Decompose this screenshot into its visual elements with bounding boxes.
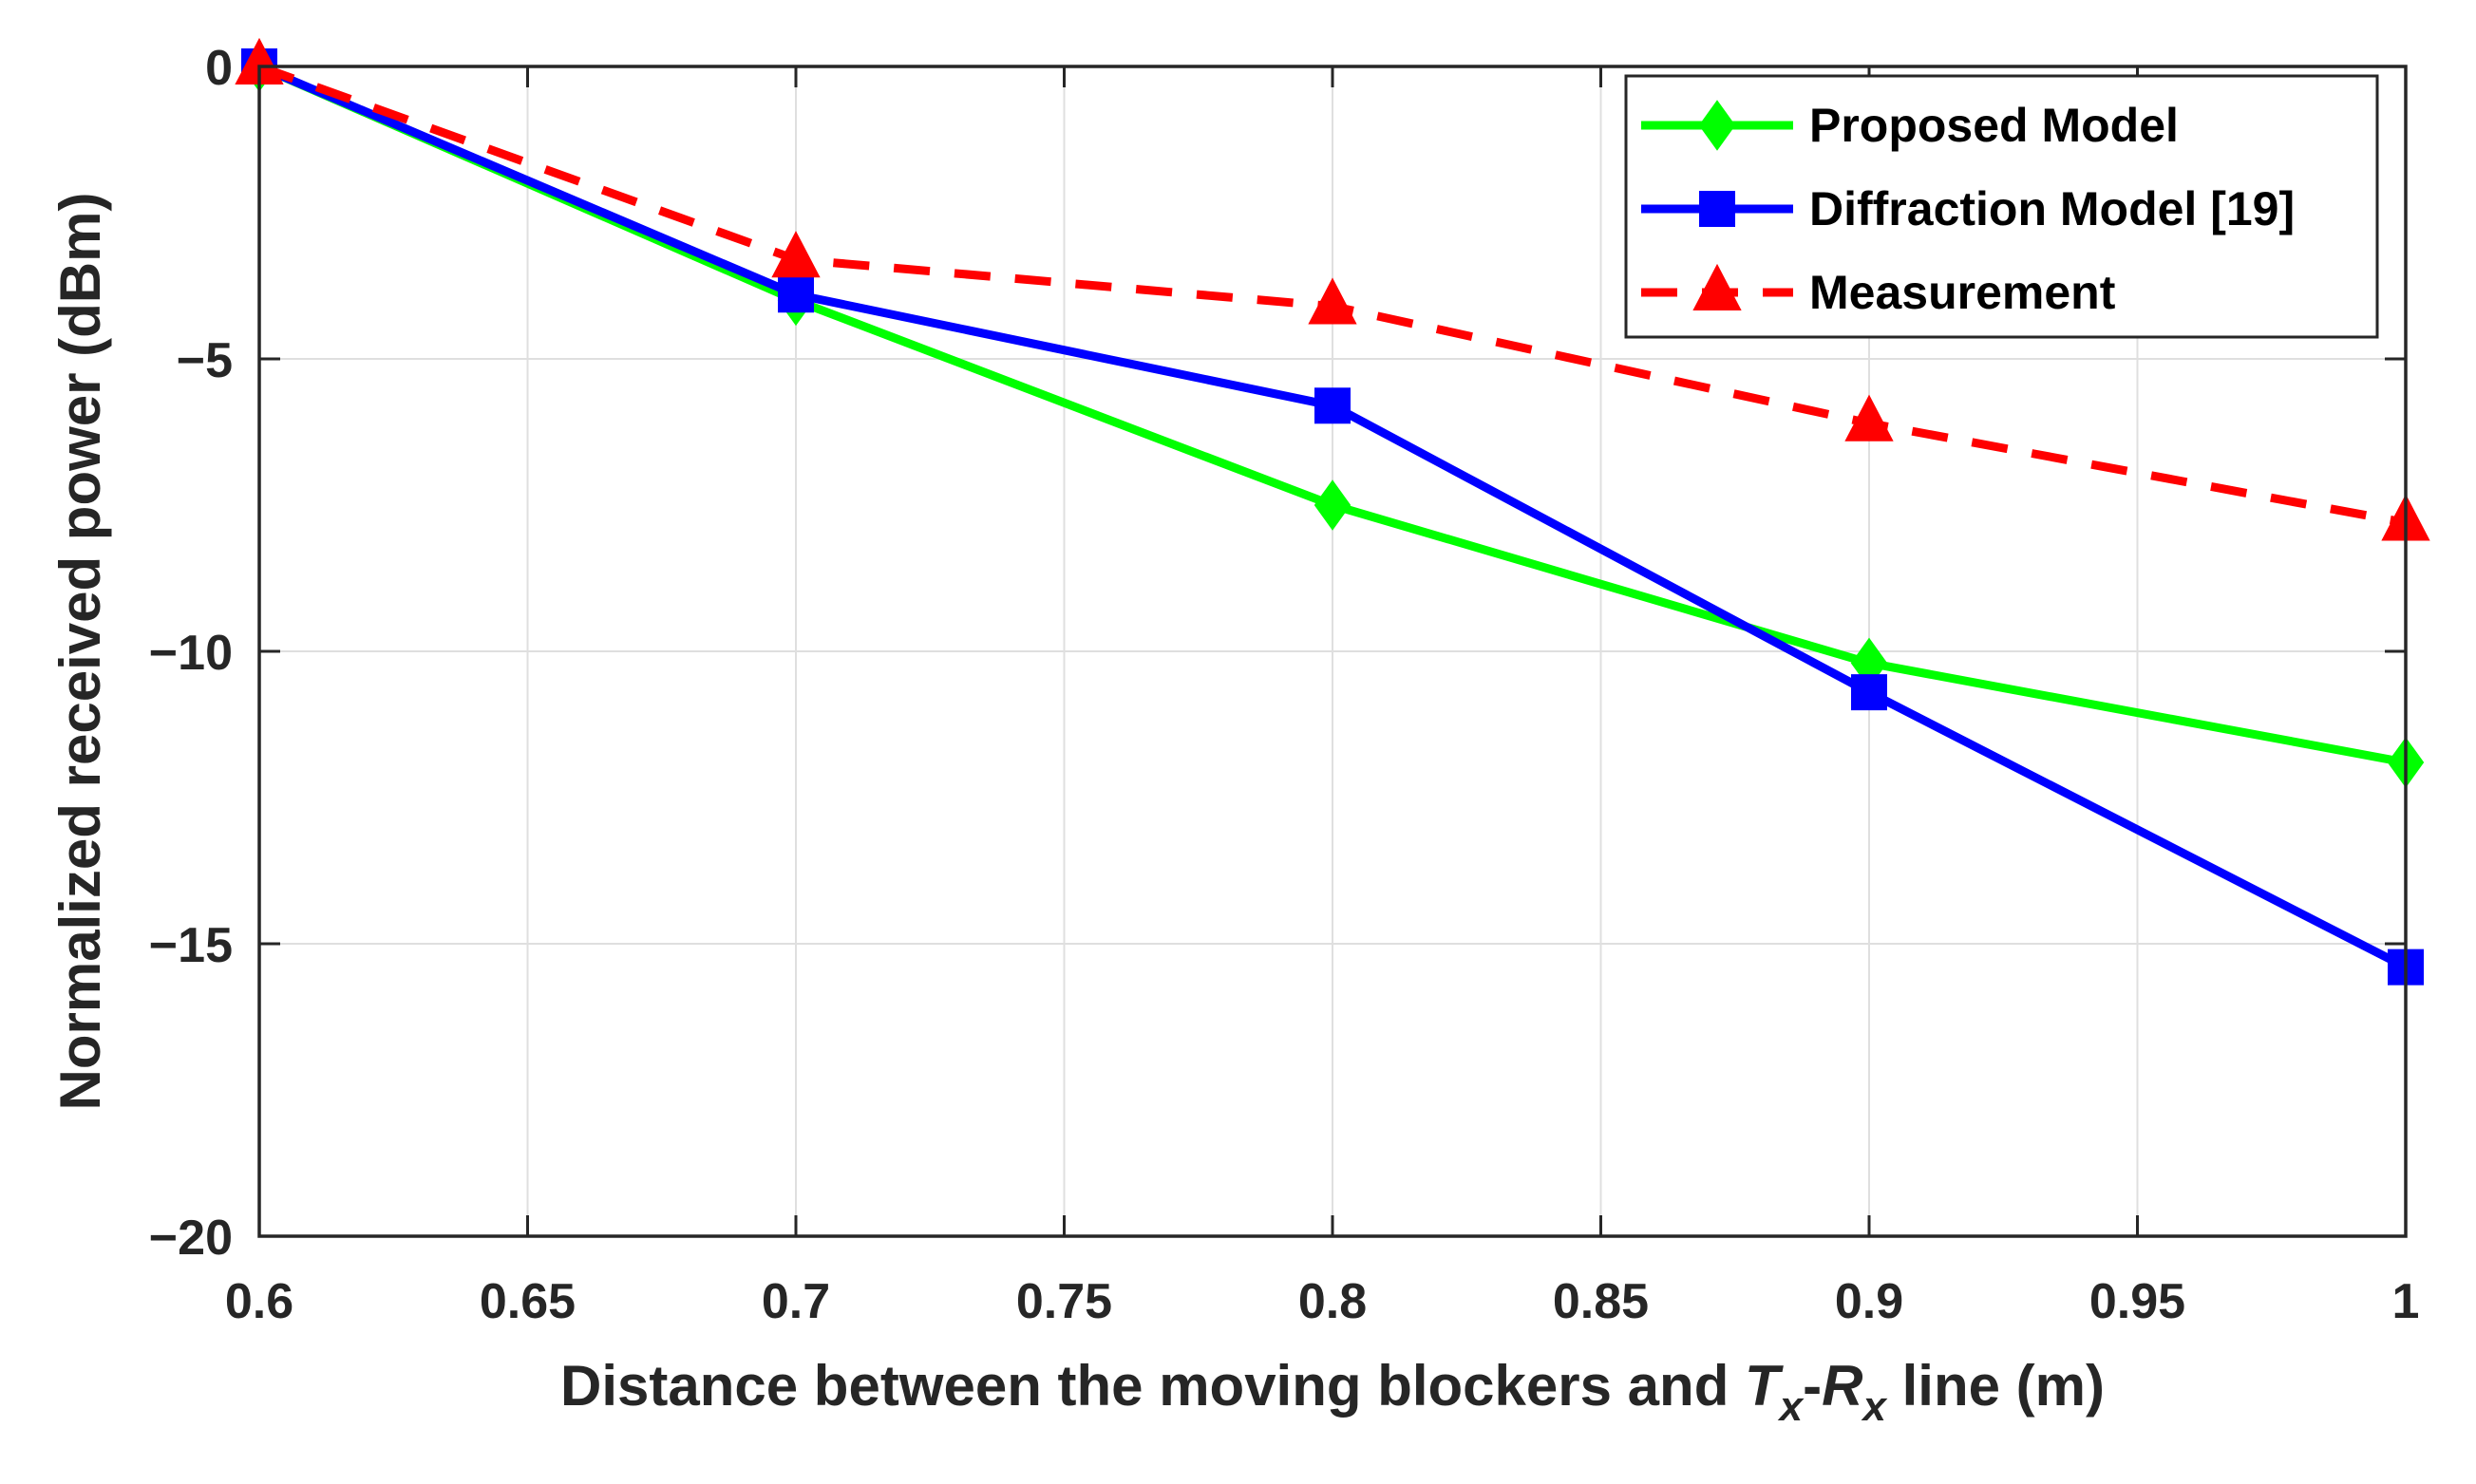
legend-marker-proposed-model xyxy=(1698,100,1736,151)
data-point-measurement xyxy=(1308,277,1357,325)
legend-label-diffraction-model-19: Diffraction Model [19] xyxy=(1809,182,2295,235)
legend-marker-diffraction-model-19 xyxy=(1699,191,1735,227)
x-tick-label: 0.75 xyxy=(1016,1274,1112,1329)
data-point-diffraction-model-19 xyxy=(778,276,814,313)
y-tick-label: 0 xyxy=(205,41,233,96)
x-tick-label: 1 xyxy=(2392,1274,2420,1329)
x-tick-label: 0.8 xyxy=(1298,1274,1367,1329)
legend-label-proposed-model: Proposed Model xyxy=(1809,99,2179,152)
x-tick-label: 0.6 xyxy=(225,1274,293,1329)
data-point-diffraction-model-19 xyxy=(1314,387,1351,424)
data-point-measurement xyxy=(1844,394,1894,441)
x-tick-label: 0.7 xyxy=(762,1274,830,1329)
x-tick-label: 0.85 xyxy=(1553,1274,1649,1329)
x-tick-label: 0.9 xyxy=(1835,1274,1903,1329)
data-point-proposed-model xyxy=(1314,479,1351,531)
y-tick-label: −20 xyxy=(149,1211,233,1266)
x-tick-label: 0.65 xyxy=(480,1274,576,1329)
y-tick-label: −10 xyxy=(149,626,233,681)
data-series xyxy=(235,37,2430,986)
legend-marker-measurement xyxy=(1692,263,1742,310)
data-point-measurement xyxy=(771,231,821,278)
x-axis-label: Distance between the moving blockers and… xyxy=(560,1354,2105,1430)
data-point-diffraction-model-19 xyxy=(1851,674,1887,711)
y-tick-label: −5 xyxy=(177,333,233,388)
legend: Proposed Model Diffraction Model [19] Meas… xyxy=(1624,74,2379,339)
axis-ticks: 0.6 0.65 0.7 0.75 0.8 0.85 0.9 0.95 1 0 −5 −10 −15 −2… xyxy=(149,41,2420,1329)
legend-label-measurement: Measurement xyxy=(1809,266,2116,319)
y-tick-label: −15 xyxy=(149,918,233,973)
y-axis-label: Normalized received power (dBm) xyxy=(48,193,112,1111)
x-tick-label: 0.95 xyxy=(2089,1274,2185,1329)
